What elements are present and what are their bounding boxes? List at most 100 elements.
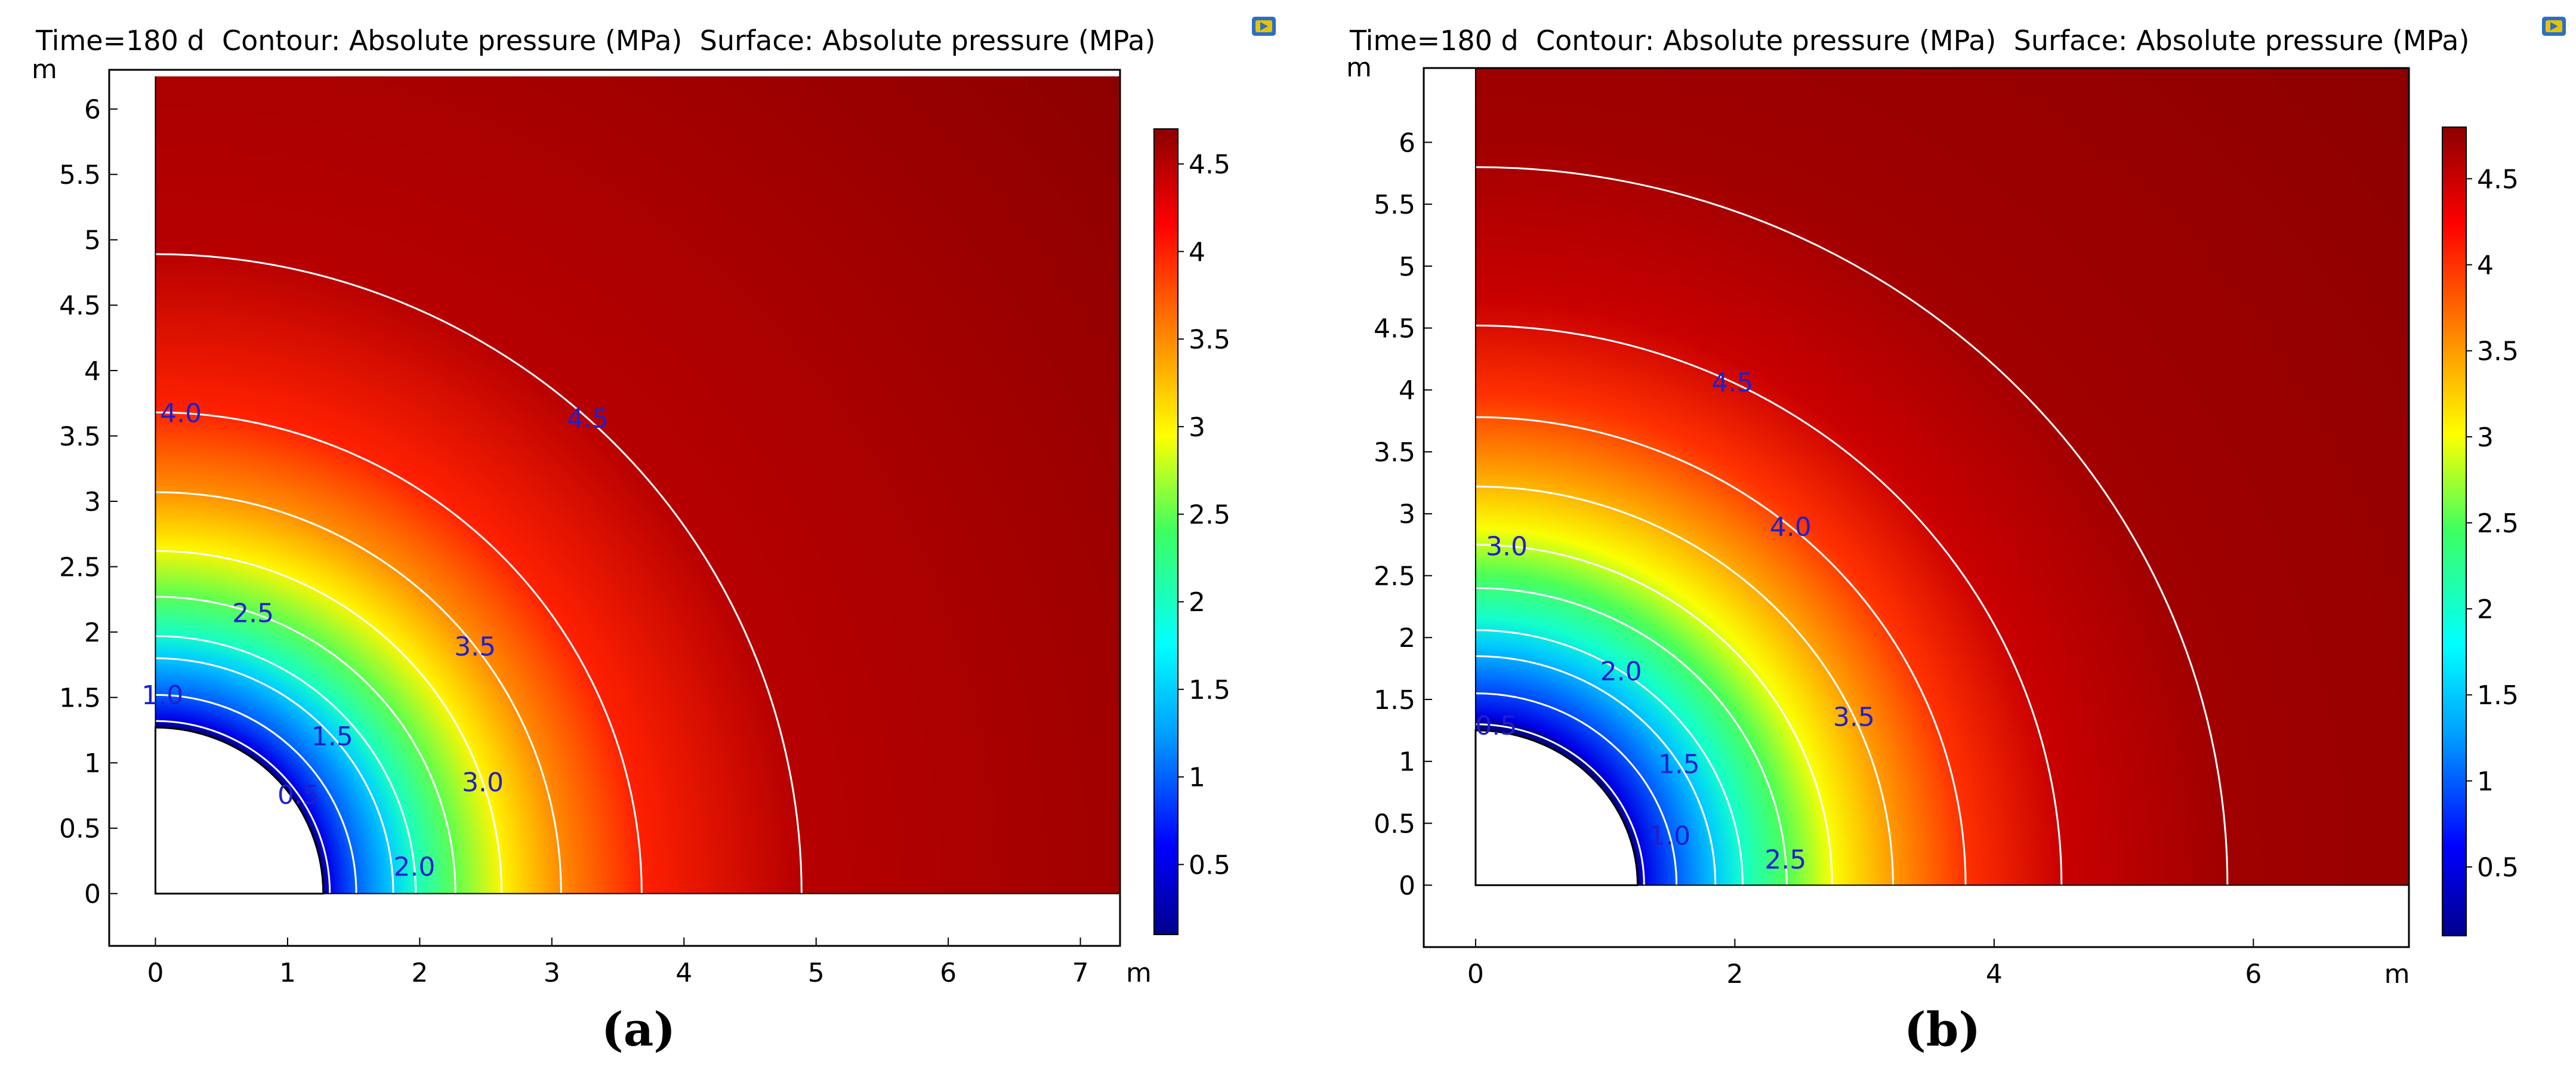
colorbar-tick-label: 1 [2477,766,2494,797]
y-tick-label: 1 [1399,747,1415,778]
contour-line [1475,416,1967,886]
y-tick-label: 6 [84,95,101,125]
contour-line [155,657,394,894]
contour-label: 0.5 [277,780,319,810]
contour-line [155,720,331,894]
x-axis-label: m [1126,958,1152,988]
colorbar-tick-label: 2 [2477,594,2494,625]
colorbar-tick-label: 3 [2477,423,2494,453]
y-tick-label: 1.5 [59,683,101,714]
pressure-surface [155,76,1120,894]
colorbar-tick-label: 3.5 [1189,325,1230,355]
pressure-field [1475,68,2409,886]
contour-label: 2.5 [232,598,274,628]
contour-label: 1.5 [1658,749,1700,779]
contour-label: 4.5 [567,404,609,434]
y-tick-label: 5.5 [59,160,101,190]
contour-label: 4.5 [1711,368,1753,398]
y-tick-label: 3 [1399,500,1415,530]
colorbar-tick-label: 0.5 [2477,853,2519,883]
colorbar [2442,127,2467,936]
contour-line [155,693,357,894]
colorbar-tick-label: 4.5 [2477,164,2519,195]
y-tick-label: 6 [1399,128,1415,158]
contour-label: 1.5 [311,722,353,752]
contour-label: 3.0 [1486,531,1528,562]
contour-label: 3.5 [1833,702,1875,732]
panel-a: Time=180 d Contour: Absolute pressure (M… [32,17,1276,1057]
contour-line [155,550,503,894]
x-tick-label: 6 [940,958,957,988]
y-tick-label: 2.5 [59,552,101,582]
contour-label: 3.0 [462,767,504,798]
x-tick-label: 2 [411,958,428,988]
pressure-field [155,76,1120,894]
contour-line [1475,166,2229,886]
contour-line [1475,544,1833,886]
panel-caption: (b) [1904,1003,1980,1057]
colorbar-tick-label: 1 [1189,763,1205,793]
y-tick-label: 5 [1399,252,1415,282]
y-tick-label: 4.5 [1374,314,1415,344]
contour-label: 2.5 [1764,844,1806,875]
wellbore [155,726,325,895]
x-tick-label: 3 [544,958,560,988]
contour-label: 4.0 [1770,512,1812,542]
y-tick-label: 5.5 [1374,190,1415,220]
colorbar-tick-label: 4 [1189,237,1205,267]
y-tick-label: 3.5 [1374,437,1415,468]
contour-line [1475,655,1717,886]
contour-line [155,253,803,894]
contour-label: 3.5 [454,632,496,662]
wellbore [1474,729,1639,886]
y-tick-label: 4.5 [59,291,101,321]
colorbar-tick-label: 2.5 [2477,508,2519,539]
colorbar-tick-label: 3.5 [2477,337,2519,367]
y-tick-label: 0.5 [1374,809,1415,839]
contour-line [1475,587,1788,886]
contour-label: 2.0 [1600,656,1642,687]
y-tick-label: 4 [84,356,101,387]
colorbar [1153,128,1179,935]
x-tick-label: 1 [279,958,296,988]
plot-title: Time=180 d Contour: Absolute pressure (M… [1349,24,2469,57]
y-tick-label: 0 [84,879,101,909]
x-tick-label: 5 [808,958,825,988]
pressure-surface [1475,68,2409,886]
panel-b: Time=180 d Contour: Absolute pressure (M… [1346,17,2566,1057]
plot-frame [1423,67,2410,948]
contour-label: 2.0 [393,852,435,883]
colorbar-tick-label: 0.5 [1189,850,1230,880]
contour-line [155,596,456,894]
panel-caption: (a) [601,1003,675,1057]
plot-title: Time=180 d Contour: Absolute pressure (M… [35,24,1155,57]
contour-line [1475,325,2063,886]
y-tick-label: 2.5 [1374,561,1415,591]
x-tick-label: 0 [147,958,164,988]
y-tick-label: 5 [84,226,101,256]
colorbar-tick-label: 2.5 [1189,500,1230,530]
contour-line [155,491,562,894]
colorbar-tick-label: 2 [1189,587,1205,618]
y-tick-label: 3 [84,487,101,517]
colorbar-tick-label: 4.5 [1189,150,1230,180]
x-tick-label: 7 [1072,958,1089,988]
x-tick-label: 4 [1986,959,2003,989]
contour-line [155,411,643,894]
contour-line [155,635,417,894]
contour-label: 0.5 [1475,711,1517,741]
colorbar-tick-label: 3 [1189,412,1205,443]
y-tick-label: 4 [1399,375,1415,406]
contour-label: 4.0 [160,399,202,429]
x-tick-label: 6 [2245,959,2262,989]
y-tick-label: 2 [1399,623,1415,653]
export-icon[interactable] [1252,17,1276,36]
contour-label: 1.0 [1649,821,1690,851]
export-icon[interactable] [2542,17,2566,36]
y-tick-label: 0.5 [59,814,101,844]
y-tick-label: 3.5 [59,421,101,452]
y-tick-label: 0 [1399,871,1415,901]
colorbar-tick-label: 4 [2477,250,2494,280]
y-axis-label: m [32,54,57,85]
